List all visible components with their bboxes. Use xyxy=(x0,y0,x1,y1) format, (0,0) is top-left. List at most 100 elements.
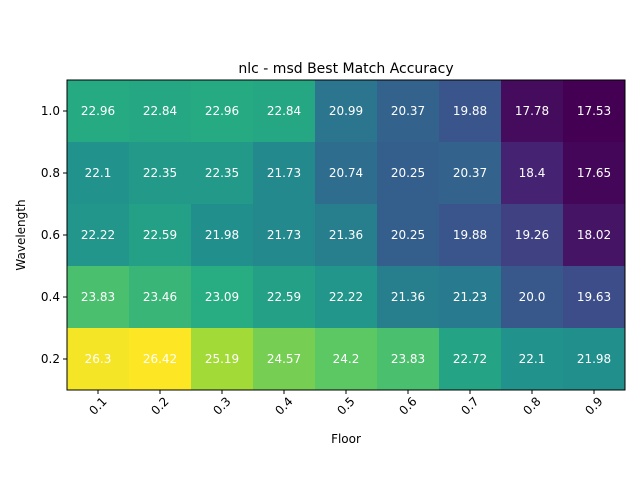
y-tick-label: 0.6 xyxy=(41,228,60,242)
cell-value-label: 17.53 xyxy=(577,104,611,118)
heatmap-cell xyxy=(377,204,440,267)
x-tick-label: 0.4 xyxy=(272,394,295,417)
heatmap-cell xyxy=(501,266,564,329)
cell-value-label: 22.84 xyxy=(267,104,301,118)
cell-value-label: 19.88 xyxy=(453,104,487,118)
heatmap-cell xyxy=(191,328,254,391)
heatmap-cell xyxy=(563,204,626,267)
cell-value-label: 21.73 xyxy=(267,166,301,180)
y-axis-label: Wavelength xyxy=(14,199,28,270)
cell-value-label: 19.88 xyxy=(453,228,487,242)
heatmap-cell xyxy=(501,204,564,267)
x-axis: 0.1 0.2 0.3 0.4 0.5 0.6 0.7 0.8 0.9 xyxy=(86,390,606,418)
x-tick-label: 0.9 xyxy=(582,394,605,417)
heatmap-cells xyxy=(67,80,626,391)
cell-value-label: 21.23 xyxy=(453,290,487,304)
heatmap-cell xyxy=(563,142,626,205)
cell-value-label: 22.96 xyxy=(81,104,115,118)
cell-value-label: 26.3 xyxy=(85,352,112,366)
heatmap-cell xyxy=(439,266,502,329)
heatmap-cell xyxy=(191,142,254,205)
cell-value-label: 18.02 xyxy=(577,228,611,242)
cell-value-label: 24.57 xyxy=(267,352,301,366)
heatmap-cell xyxy=(439,204,502,267)
x-axis-label: Floor xyxy=(331,432,361,446)
heatmap-cell xyxy=(315,266,378,329)
cell-value-label: 21.73 xyxy=(267,228,301,242)
heatmap-cell xyxy=(439,328,502,391)
heatmap-cell xyxy=(377,266,440,329)
cell-value-label: 19.63 xyxy=(577,290,611,304)
heatmap-cell xyxy=(129,266,192,329)
heatmap-cell xyxy=(377,328,440,391)
heatmap-cell xyxy=(129,328,192,391)
heatmap-cell xyxy=(253,328,316,391)
cell-value-label: 24.2 xyxy=(333,352,360,366)
cell-value-label: 22.35 xyxy=(143,166,177,180)
chart-title: nlc - msd Best Match Accuracy xyxy=(238,61,453,77)
heatmap-cell xyxy=(501,142,564,205)
heatmap-cell xyxy=(563,266,626,329)
heatmap-cell xyxy=(191,266,254,329)
cell-value-label: 22.72 xyxy=(453,352,487,366)
cell-value-label: 22.59 xyxy=(143,228,177,242)
cell-value-labels: 22.96 22.84 22.96 22.84 20.99 20.37 19.88 17.78… xyxy=(81,104,611,366)
heatmap-cell xyxy=(67,142,130,205)
heatmap-cell xyxy=(501,328,564,391)
cell-value-label: 21.98 xyxy=(205,228,239,242)
heatmap-cell xyxy=(191,204,254,267)
y-tick-label: 0.4 xyxy=(41,290,60,304)
cell-value-label: 22.96 xyxy=(205,104,239,118)
heatmap-cell xyxy=(67,266,130,329)
cell-value-label: 20.25 xyxy=(391,166,425,180)
cell-value-label: 20.37 xyxy=(391,104,425,118)
heatmap-cell xyxy=(563,80,626,143)
cell-value-label: 20.99 xyxy=(329,104,363,118)
cell-value-label: 25.19 xyxy=(205,352,239,366)
heatmap-cell xyxy=(315,142,378,205)
cell-value-label: 17.78 xyxy=(515,104,549,118)
cell-value-label: 23.83 xyxy=(391,352,425,366)
heatmap-cell xyxy=(253,204,316,267)
heatmap-cell xyxy=(563,328,626,391)
cell-value-label: 17.65 xyxy=(577,166,611,180)
heatmap-cell xyxy=(67,80,130,143)
cell-value-label: 22.1 xyxy=(85,166,112,180)
heatmap-cell xyxy=(129,80,192,143)
cell-value-label: 22.59 xyxy=(267,290,301,304)
cell-value-label: 22.1 xyxy=(519,352,546,366)
cell-value-label: 20.0 xyxy=(519,290,546,304)
heatmap-cell xyxy=(501,80,564,143)
heatmap-cell xyxy=(315,80,378,143)
heatmap-cell xyxy=(377,142,440,205)
heatmap-cell xyxy=(315,328,378,391)
cell-value-label: 26.42 xyxy=(143,352,177,366)
cell-value-label: 21.36 xyxy=(329,228,363,242)
heatmap-cell xyxy=(253,80,316,143)
heatmap-cell xyxy=(439,142,502,205)
x-tick-label: 0.6 xyxy=(396,394,419,417)
cell-value-label: 19.26 xyxy=(515,228,549,242)
x-tick-label: 0.3 xyxy=(210,394,233,417)
y-tick-label: 1.0 xyxy=(41,104,60,118)
cell-value-label: 18.4 xyxy=(519,166,546,180)
heatmap-cell xyxy=(253,142,316,205)
heatmap-cell xyxy=(67,328,130,391)
x-tick-label: 0.8 xyxy=(520,394,543,417)
cell-value-label: 20.25 xyxy=(391,228,425,242)
y-axis: 1.0 0.8 0.6 0.4 0.2 xyxy=(41,104,67,366)
heatmap-cell xyxy=(129,142,192,205)
x-tick-label: 0.2 xyxy=(148,394,171,417)
y-tick-label: 0.2 xyxy=(41,352,60,366)
cell-value-label: 23.09 xyxy=(205,290,239,304)
cell-value-label: 20.37 xyxy=(453,166,487,180)
x-tick-label: 0.7 xyxy=(458,394,481,417)
cell-value-label: 22.22 xyxy=(329,290,363,304)
heatmap-cell xyxy=(67,204,130,267)
x-tick-label: 0.5 xyxy=(334,394,357,417)
cell-value-label: 22.84 xyxy=(143,104,177,118)
heatmap-cell xyxy=(253,266,316,329)
heatmap-cell xyxy=(315,204,378,267)
cell-value-label: 23.83 xyxy=(81,290,115,304)
